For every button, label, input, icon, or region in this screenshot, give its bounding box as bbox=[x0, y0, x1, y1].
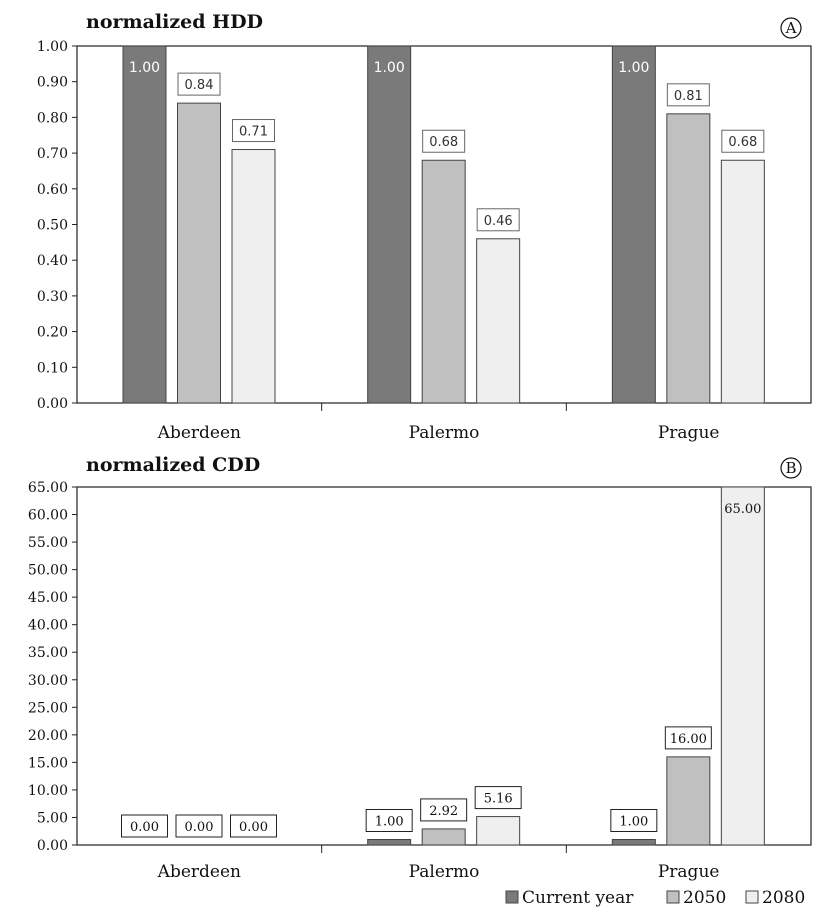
hdd-y-tick-label: 0.80 bbox=[37, 110, 68, 126]
cdd-category-label: Aberdeen bbox=[157, 862, 241, 882]
hdd-data-label: 0.71 bbox=[239, 125, 268, 140]
cdd-y-tick-label: 20.00 bbox=[28, 728, 68, 744]
hdd-bar-aberdeen-2080 bbox=[231, 149, 276, 404]
cdd-y-tick-label: 35.00 bbox=[28, 645, 68, 661]
cdd-y-tick-label: 60.00 bbox=[28, 508, 68, 524]
hdd-category-label: Aberdeen bbox=[157, 423, 241, 443]
legend-swatch bbox=[745, 890, 759, 904]
cdd-y-tick-label: 5.00 bbox=[37, 810, 68, 826]
hdd-y-tick-label: 0.40 bbox=[37, 253, 68, 269]
cdd-bar-prague-2050 bbox=[666, 756, 711, 846]
hdd-data-label: 0.46 bbox=[484, 214, 513, 229]
cdd-data-label: 16.00 bbox=[670, 732, 707, 747]
cdd-y-tick-label: 45.00 bbox=[28, 590, 68, 606]
hdd-y-tick-label: 0.70 bbox=[37, 146, 68, 162]
hdd-data-label: 0.84 bbox=[185, 78, 214, 93]
cdd-data-label-box bbox=[474, 786, 522, 810]
legend-label: Current year bbox=[522, 888, 634, 908]
cdd-data-label: 0.00 bbox=[239, 820, 268, 835]
hdd-data-label-box bbox=[476, 208, 520, 232]
hdd-y-tick-label: 0.60 bbox=[37, 182, 68, 198]
hdd-marker: A bbox=[785, 19, 797, 37]
hdd-data-label: 1.00 bbox=[374, 60, 405, 76]
hdd-marker-circle-icon: A bbox=[780, 17, 802, 39]
legend-label: 2050 bbox=[683, 888, 726, 908]
hdd-y-tick-label: 0.00 bbox=[37, 396, 68, 412]
hdd-data-label: 1.00 bbox=[618, 60, 649, 76]
cdd-bar-palermo-2080 bbox=[476, 816, 521, 846]
cdd-y-tick-label: 65.00 bbox=[28, 480, 68, 496]
hdd-data-label-box bbox=[422, 129, 466, 153]
cdd-data-label: 5.16 bbox=[484, 792, 513, 807]
cdd-data-label: 1.00 bbox=[375, 814, 404, 829]
hdd-data-label: 0.68 bbox=[728, 135, 757, 150]
hdd-y-tick-label: 0.10 bbox=[37, 360, 68, 376]
cdd-plot: 0.00 5.00 10.00 15.00 20.00 25.00 30.00 35.00 40… bbox=[28, 480, 812, 882]
legend-swatch bbox=[505, 890, 519, 904]
hdd-bar-palermo-current bbox=[367, 45, 412, 404]
cdd-marker-circle-icon: B bbox=[780, 457, 802, 479]
cdd-bar-prague-2080 bbox=[720, 486, 765, 846]
hdd-y-tick-label: 0.30 bbox=[37, 289, 68, 305]
cdd-bar-prague-current bbox=[611, 838, 656, 846]
hdd-y-tick-label: 0.20 bbox=[37, 325, 68, 341]
cdd-category-label: Prague bbox=[658, 862, 720, 882]
cdd-data-label: 2.92 bbox=[429, 804, 458, 819]
cdd-data-label-box bbox=[610, 808, 658, 832]
cdd-data-label: 0.00 bbox=[185, 820, 214, 835]
cdd-y-tick-label: 10.00 bbox=[28, 783, 68, 799]
cdd-y-tick-label: 40.00 bbox=[28, 618, 68, 634]
hdd-data-label: 0.68 bbox=[429, 135, 458, 150]
hdd-bar-palermo-2080 bbox=[476, 238, 521, 404]
hdd-category-label: Palermo bbox=[409, 423, 480, 443]
cdd-panel: normalized CDD B 0.00 5.00 10.00 15.00 20.00… bbox=[28, 454, 812, 882]
cdd-y-tick-label: 30.00 bbox=[28, 673, 68, 689]
cdd-bar-palermo-current bbox=[367, 838, 412, 846]
cdd-y-tick-label: 25.00 bbox=[28, 700, 68, 716]
cdd-y-tick-label: 0.00 bbox=[37, 838, 68, 854]
hdd-category-label: Prague bbox=[658, 423, 720, 443]
cdd-data-label-box bbox=[230, 814, 277, 838]
cdd-y-tick-label: 50.00 bbox=[28, 563, 68, 579]
hdd-bar-prague-2080 bbox=[720, 159, 765, 404]
hdd-data-label-box bbox=[232, 119, 275, 143]
hdd-bar-palermo-2050 bbox=[421, 159, 466, 404]
hdd-title: normalized HDD bbox=[86, 11, 263, 33]
hdd-y-tick-label: 0.90 bbox=[37, 75, 68, 91]
cdd-bar-palermo-2050 bbox=[421, 828, 466, 846]
hdd-y-tick-label: 1.00 bbox=[37, 39, 68, 55]
cdd-data-label-box bbox=[420, 798, 468, 822]
hdd-data-label: 0.81 bbox=[674, 89, 703, 104]
hdd-bar-aberdeen-2050 bbox=[177, 102, 221, 404]
cdd-marker: B bbox=[785, 459, 796, 477]
hdd-data-label-box bbox=[177, 72, 221, 96]
hdd-bar-aberdeen-current bbox=[122, 45, 167, 404]
hdd-bar-prague-current bbox=[611, 45, 656, 404]
hdd-bar-prague-2050 bbox=[666, 113, 711, 404]
hdd-data-label: 1.00 bbox=[129, 60, 160, 76]
cdd-data-label-box bbox=[121, 814, 168, 838]
cdd-category-label: Palermo bbox=[409, 862, 480, 882]
cdd-y-tick-label: 55.00 bbox=[28, 535, 68, 551]
cdd-data-label: 0.00 bbox=[130, 820, 159, 835]
legend-label: 2080 bbox=[762, 888, 805, 908]
cdd-y-tick-label: 15.00 bbox=[28, 755, 68, 771]
hdd-data-label-box bbox=[721, 129, 765, 153]
hdd-data-label-box bbox=[666, 83, 710, 107]
cdd-data-label: 1.00 bbox=[619, 814, 648, 829]
cdd-data-label: 65.00 bbox=[724, 502, 761, 517]
hdd-panel: normalized HDD A 0.00 0.10 0.20 0.30 0.40 0.5… bbox=[37, 11, 812, 443]
cdd-data-label-box bbox=[664, 726, 712, 750]
cdd-data-label-box bbox=[365, 808, 413, 832]
legend-swatch bbox=[666, 890, 680, 904]
cdd-title: normalized CDD bbox=[86, 454, 260, 476]
legend: Current year 2050 2080 bbox=[505, 888, 805, 908]
hdd-y-tick-label: 0.50 bbox=[37, 218, 68, 234]
cdd-data-label-box bbox=[175, 814, 223, 838]
hdd-plot: 0.00 0.10 0.20 0.30 0.40 0.50 0.60 0.70 0.80 0.90… bbox=[37, 39, 812, 443]
